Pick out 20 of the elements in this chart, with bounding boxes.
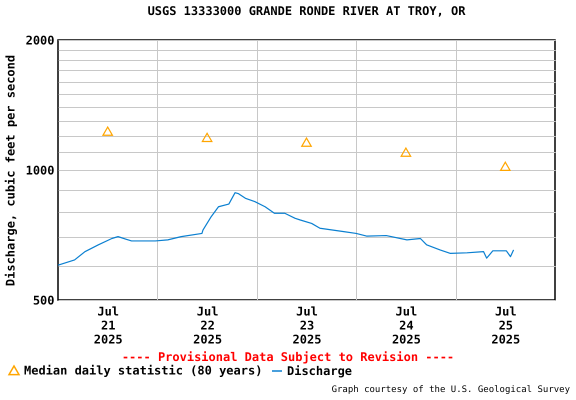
legend-label: Discharge	[287, 364, 352, 378]
point	[500, 162, 511, 171]
y-tick-label: 2000	[26, 34, 54, 48]
line-series	[57, 192, 514, 266]
point	[102, 126, 114, 136]
text: ---- Provisional Data Subject to Revision ----	[120, 350, 456, 364]
x-tick-label: Jul 22 2025	[193, 304, 222, 346]
y-axis-title: Discharge, cubic feet per second	[4, 54, 18, 286]
text: Graph courtesy of the U.S. Geological Survey	[332, 385, 570, 395]
x-tick-label: Jul 21 2025	[94, 304, 123, 346]
chart-title: USGS 13333000 GRANDE RONDE RIVER AT TROY, OR	[148, 4, 466, 18]
point	[400, 147, 412, 157]
point	[301, 137, 312, 147]
x-tick-label: Jul 25 2025	[491, 304, 520, 346]
x-tick-label: Jul 24 2025	[392, 304, 421, 346]
legend-label: Median daily statistic (80 years)	[24, 363, 262, 378]
point	[202, 132, 212, 142]
y-tick-label: 1000	[26, 164, 54, 178]
x-tick-label: Jul 23 2025	[292, 304, 322, 346]
y-tick-label: 500	[32, 294, 54, 308]
